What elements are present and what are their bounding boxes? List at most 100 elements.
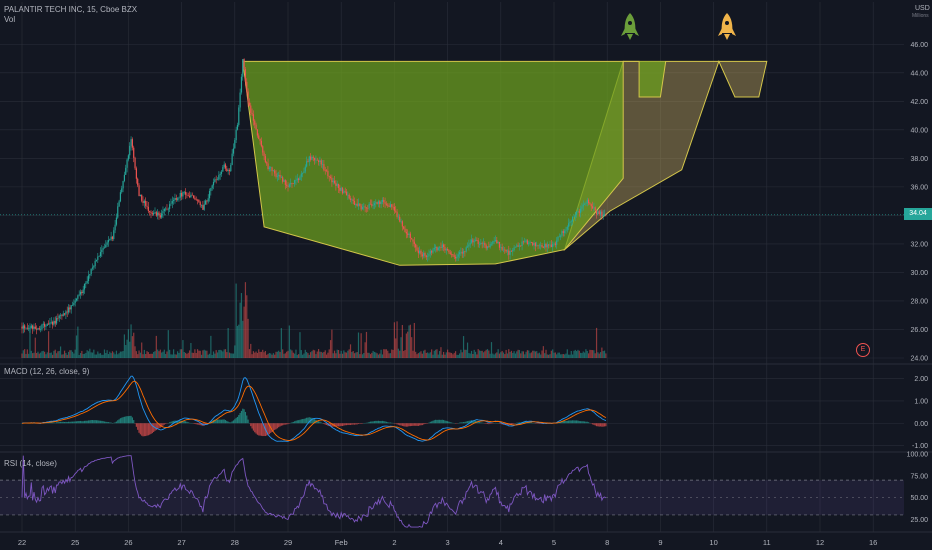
- currency-multiplier: Millions: [912, 13, 929, 19]
- macd-histogram-bar: [230, 422, 232, 424]
- volume-bar: [250, 343, 252, 358]
- candle-body: [526, 240, 528, 245]
- candle-body: [541, 245, 543, 248]
- macd-histogram-bar: [151, 423, 153, 434]
- macd-histogram-bar: [263, 423, 265, 437]
- volume-bar: [304, 349, 306, 358]
- volume-bar: [529, 353, 531, 358]
- macd-histogram-bar: [367, 422, 369, 424]
- candle-body: [462, 251, 465, 254]
- candle-body: [405, 231, 407, 234]
- macd-histogram-bar: [380, 420, 382, 424]
- candle-body: [311, 156, 313, 160]
- macd-histogram-bar: [462, 422, 465, 424]
- volume-bar: [38, 353, 40, 358]
- volume-bar: [381, 354, 384, 358]
- volume-bar: [126, 339, 128, 358]
- volume-bar: [540, 354, 542, 358]
- candle-body: [251, 112, 253, 115]
- macd-histogram-bar: [478, 422, 481, 424]
- macd-histogram-bar: [340, 423, 342, 426]
- candle-body: [162, 211, 164, 214]
- macd-histogram-bar: [333, 423, 336, 427]
- macd-histogram-bar: [236, 416, 239, 424]
- macd-histogram-bar: [405, 423, 407, 427]
- volume-label[interactable]: Vol: [4, 15, 16, 24]
- volume-bar: [284, 353, 286, 358]
- volume-bar: [470, 350, 473, 358]
- macd-histogram-bar: [396, 423, 398, 425]
- volume-bar: [365, 331, 368, 358]
- volume-bar: [82, 353, 84, 358]
- macd-histogram-bar: [481, 422, 483, 424]
- candle-body: [534, 242, 536, 247]
- candle-body: [550, 244, 552, 248]
- candle-body: [481, 242, 483, 244]
- candle-body: [252, 114, 255, 121]
- candle-body: [552, 244, 554, 248]
- macd-histogram-bar: [86, 420, 88, 424]
- axis-labels: 22 25 26 27 28 29 Feb 2 3 4 5 8 9 10 11 12 16 24.00 26.00 2…: [18, 42, 928, 547]
- macd-histogram-bar: [407, 423, 409, 427]
- earnings-marker[interactable]: E: [856, 343, 870, 357]
- candle-body: [332, 180, 334, 183]
- currency-label[interactable]: USD: [915, 5, 930, 12]
- macd-histogram-bar: [243, 409, 245, 424]
- cup-and-handle-annotation[interactable]: [242, 60, 768, 266]
- volume-bar: [29, 326, 31, 358]
- price-tick-label: 40.00: [910, 127, 928, 134]
- macd-histogram-bar: [276, 423, 278, 429]
- macd-histogram-bar: [250, 423, 252, 427]
- candle-body: [141, 194, 143, 201]
- candle-body: [77, 295, 79, 299]
- candle-body: [275, 173, 277, 177]
- volume-bar: [83, 353, 86, 358]
- macd-histogram-bar: [373, 421, 376, 424]
- candle-body: [425, 255, 427, 257]
- candle-body: [498, 241, 501, 248]
- volume-bar: [235, 283, 237, 358]
- symbol-title[interactable]: PALANTIR TECH INC, 15, Cboe BZX: [4, 5, 138, 14]
- candle-body: [388, 205, 390, 208]
- rocket-fin-right: [635, 28, 639, 36]
- candle-body: [260, 140, 262, 147]
- volume-bar: [178, 352, 180, 358]
- volume-bar: [49, 352, 51, 358]
- macd-histogram-bar: [219, 419, 221, 424]
- volume-bar: [73, 353, 75, 358]
- volume-bar: [220, 350, 223, 358]
- volume-bar: [198, 350, 200, 358]
- volume-bar: [302, 354, 304, 358]
- candle-body: [380, 201, 382, 205]
- volume-bar: [363, 353, 365, 358]
- candle-body: [63, 313, 66, 315]
- candle-body: [214, 179, 216, 182]
- candle-body: [435, 246, 437, 248]
- candle-body: [546, 244, 548, 248]
- candle-body: [105, 244, 107, 248]
- macd-histogram-bar: [466, 421, 469, 424]
- macd-histogram-bar: [70, 421, 72, 424]
- volume-bar: [280, 328, 282, 358]
- volume-bar: [98, 353, 100, 358]
- volume-bar: [262, 349, 264, 358]
- macd-label[interactable]: MACD (12, 26, close, 9): [4, 367, 90, 376]
- macd-histogram-bar: [131, 417, 133, 424]
- macd-histogram-bar: [235, 417, 237, 424]
- candle-body: [173, 200, 175, 202]
- volume-bar: [329, 340, 332, 358]
- candle-body: [320, 160, 322, 165]
- volume-bar: [513, 351, 515, 358]
- volume-bar: [335, 353, 337, 358]
- macd-histogram-bar: [143, 423, 145, 437]
- volume-bar: [44, 351, 46, 358]
- candle-body: [417, 250, 419, 254]
- volume-bar: [207, 354, 209, 358]
- macd-histogram-bar: [460, 422, 462, 424]
- candle-body: [573, 216, 575, 218]
- macd-histogram-bar: [81, 421, 83, 424]
- rsi-label[interactable]: RSI (14, close): [4, 459, 57, 468]
- macd-histogram-bar: [118, 419, 120, 424]
- candle-body: [363, 206, 365, 208]
